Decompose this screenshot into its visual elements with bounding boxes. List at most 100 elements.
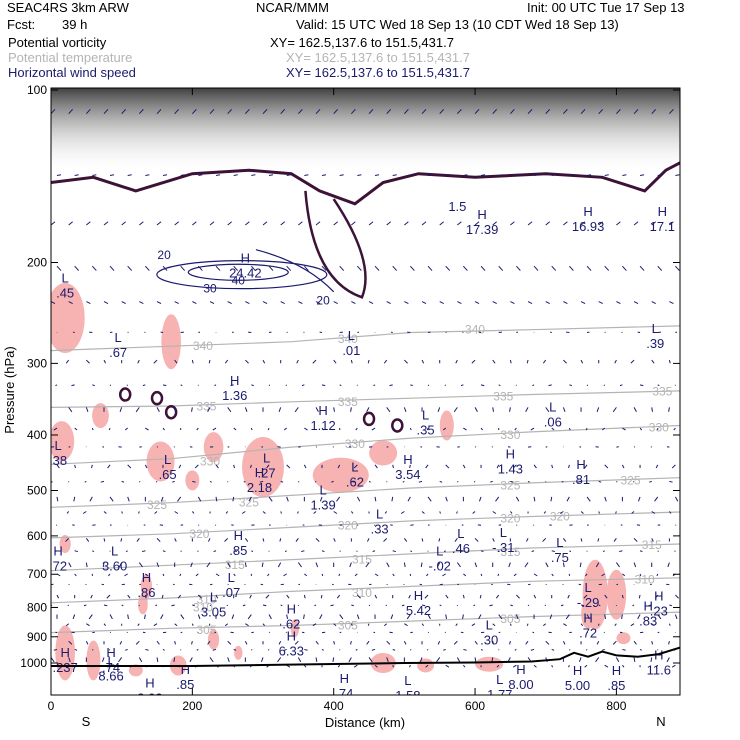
extremum-value: 17.39 (466, 222, 499, 237)
wind-vector (126, 384, 129, 386)
extremum-value: .06 (544, 415, 562, 430)
x-tick-label: 0 (48, 699, 55, 713)
wind-vector (135, 407, 140, 413)
wind-vector (215, 496, 218, 502)
wind-vector (245, 301, 250, 305)
wind-vector (392, 550, 397, 553)
wind-vector (103, 221, 109, 226)
wind-vector (106, 594, 111, 599)
wind-vector (303, 464, 307, 469)
wind-vector (348, 657, 352, 663)
wind-vector (56, 265, 62, 271)
wind-vector (508, 562, 511, 568)
wind-vector (102, 562, 105, 568)
wind-vector (633, 221, 639, 226)
wind-vector (243, 480, 246, 483)
wind-vector (108, 573, 111, 577)
extremum-value: .83 (639, 614, 657, 629)
extremum-value: 11.6 (647, 662, 671, 677)
wind-vector (406, 614, 411, 620)
theta-label: 310 (193, 600, 213, 614)
field-pv-name: Potential vorticity (8, 35, 107, 50)
wind-vector (368, 604, 371, 607)
wind-vector (400, 511, 405, 514)
pv-region (146, 441, 175, 482)
wind-vector (612, 640, 617, 645)
x-tick-label: 200 (182, 699, 202, 713)
extremum-marker: H (255, 465, 264, 480)
wind-vector (68, 301, 73, 305)
wind-vector (162, 427, 166, 431)
wind-vector (651, 623, 655, 627)
wind-vector (569, 384, 572, 387)
wind-vector (478, 496, 482, 502)
wind-vector (92, 550, 95, 553)
wind-vector (74, 427, 78, 431)
wind-vector (109, 496, 114, 502)
pv-region (616, 632, 631, 645)
wind-vector (283, 427, 288, 431)
wind-vector (580, 359, 584, 364)
axes: 100 200 300 400 500 600 700 800 900 1000 0 200 400 60… (20, 83, 680, 713)
field-theta-name: Potential temperature (8, 50, 133, 65)
wind-vector (386, 640, 391, 645)
wind-vector (156, 407, 160, 413)
wind-vector (356, 265, 362, 271)
y-axis-title: Pressure (hPa) (2, 346, 17, 433)
theta-label: 320 (500, 512, 520, 526)
wind-vector (462, 594, 465, 599)
wind-vector (297, 657, 302, 663)
theta-label: 330 (500, 428, 520, 442)
wind-vector (286, 614, 288, 620)
wind-vector (209, 108, 215, 115)
wind-vector (656, 573, 659, 577)
wind-vector (392, 573, 395, 577)
wind-vector (162, 649, 165, 651)
extremum-marker: H (612, 663, 621, 678)
wind-vector (421, 623, 425, 627)
wind-vector (173, 657, 176, 662)
pv-region (207, 629, 220, 650)
wind-vector (331, 480, 334, 483)
wind-vector (367, 359, 370, 364)
extremum-marker: L (585, 580, 592, 595)
wind-vector (192, 480, 196, 483)
wind-vector (651, 108, 657, 115)
theta-label: 315 (642, 538, 662, 552)
wind-vector (208, 359, 211, 364)
wind-vector (144, 614, 146, 620)
wind-vector (374, 496, 377, 502)
extremum-value: 17.1 (650, 219, 675, 234)
extremum-value: 2.18 (247, 480, 272, 495)
wind-vector (492, 538, 495, 542)
wind-vector (408, 594, 411, 599)
wind-vector (280, 511, 282, 514)
valid-time: Valid: 15 UTC Wed 18 Sep 13 (10 CDT Wed … (296, 17, 619, 32)
wind-vector (207, 640, 211, 645)
y-tick-label: 600 (27, 529, 47, 543)
wind-vector (245, 359, 249, 364)
wind-vector (525, 640, 529, 645)
wind-vector (315, 562, 319, 568)
wind-vector (174, 538, 177, 542)
extremum-marker: L (348, 328, 355, 343)
wind-vector (577, 480, 582, 483)
wind-vector (266, 464, 270, 469)
theta-label: 325 (500, 478, 520, 492)
wind-vector (545, 108, 551, 115)
wind-vector (209, 301, 215, 305)
extremum-value: .65 (159, 467, 177, 482)
wind-vector (675, 265, 680, 271)
pv-region (439, 410, 454, 441)
wind-vector (386, 562, 390, 568)
wind-vector (513, 573, 517, 577)
wind-vector (121, 480, 125, 483)
extremum-marker: H (287, 602, 296, 617)
wind-vector (650, 657, 653, 662)
y-tick-label: 500 (27, 484, 47, 498)
wind-vector (321, 384, 326, 387)
theta-label: 330 (649, 420, 669, 434)
wind-vector (51, 108, 56, 115)
wind-vector (439, 301, 444, 305)
wind-vector (227, 562, 231, 568)
